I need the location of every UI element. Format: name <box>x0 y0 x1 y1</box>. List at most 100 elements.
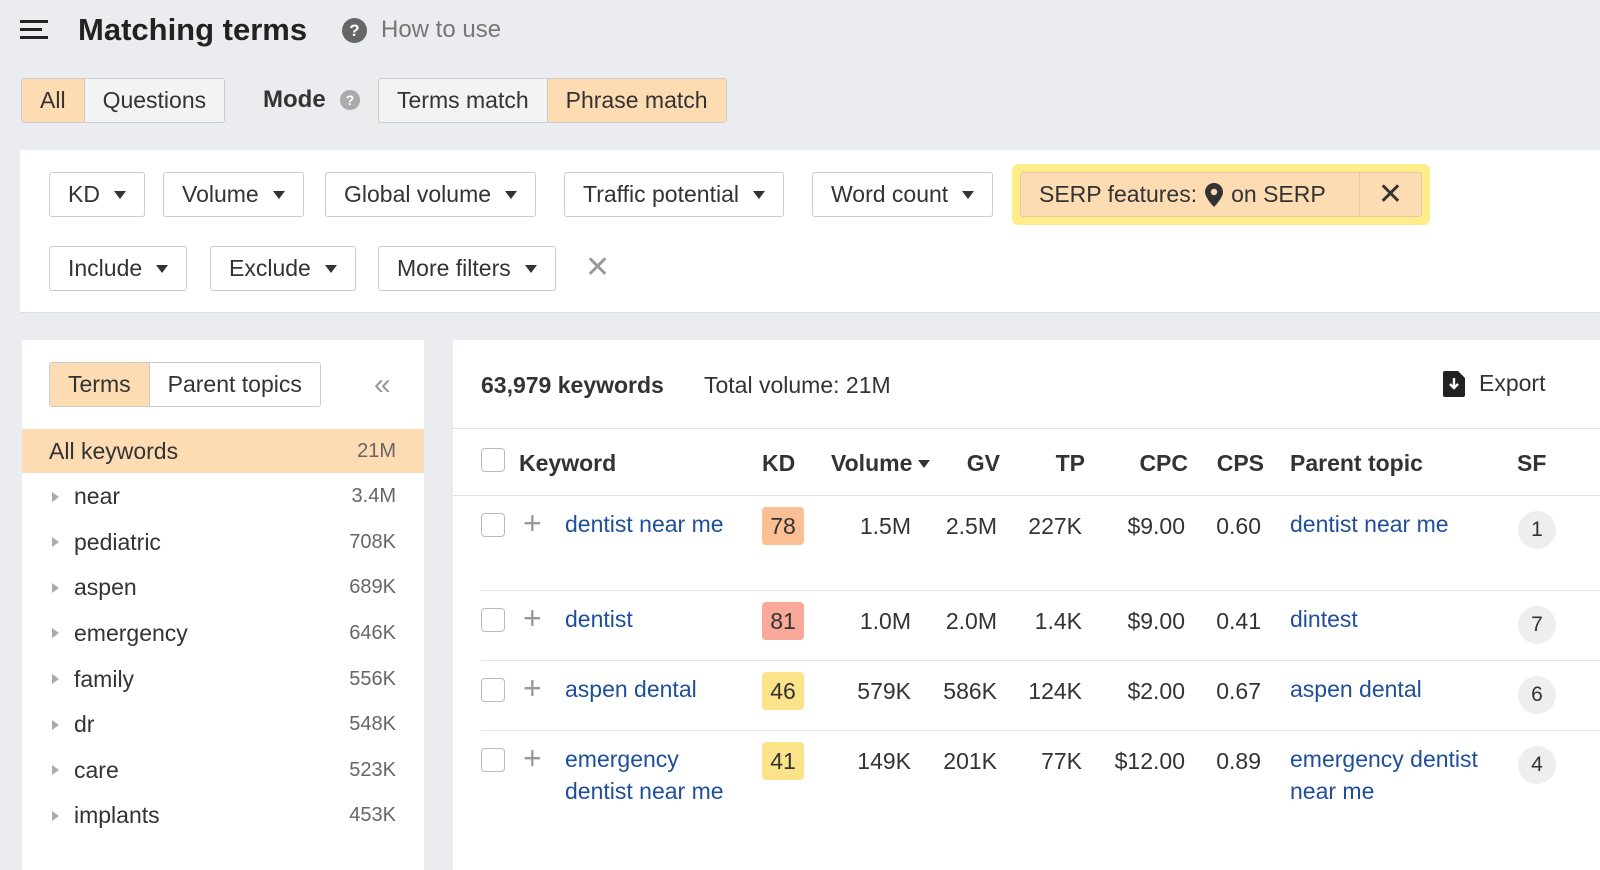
sidebar-item-count: 556K <box>349 667 396 690</box>
sidebar-item[interactable]: implants 453K <box>22 794 424 838</box>
row-checkbox[interactable] <box>481 678 505 702</box>
caret-down-icon <box>505 190 518 199</box>
keyword-link[interactable]: emergency dentist near me <box>565 746 724 804</box>
sf-badge[interactable]: 6 <box>1518 676 1556 714</box>
caret-down-icon <box>962 190 975 199</box>
sidebar-item-count: 21M <box>357 439 396 462</box>
expand-arrow-icon[interactable] <box>52 628 59 639</box>
sidebar-item[interactable]: care 523K <box>22 748 424 792</box>
volume-value: 1.5M <box>859 513 911 539</box>
kd-badge: 41 <box>762 742 804 780</box>
word-count-filter[interactable]: Word count <box>812 172 994 217</box>
volume-value: 149K <box>857 748 911 774</box>
global-volume-filter[interactable]: Global volume <box>325 172 537 217</box>
sidebar-item-count: 708K <box>349 530 396 553</box>
sidebar-item[interactable]: near 3.4M <box>22 475 424 519</box>
parent-topic-link[interactable]: emergency dentist near me <box>1290 746 1478 804</box>
expand-arrow-icon[interactable] <box>52 765 59 776</box>
col-sf[interactable]: SF <box>1517 450 1547 476</box>
sidebar-item[interactable]: dr 548K <box>22 703 424 747</box>
cps-value: 0.67 <box>1216 678 1261 704</box>
filter-value: on SERP <box>1231 181 1326 207</box>
mode-label: Mode <box>263 86 326 113</box>
tab-questions[interactable]: Questions <box>84 79 225 122</box>
exclude-filter[interactable]: Exclude <box>210 246 356 291</box>
parent-topic-link[interactable]: aspen dental <box>1290 676 1422 702</box>
sidebar-item-count: 453K <box>349 804 396 827</box>
traffic-potential-filter[interactable]: Traffic potential <box>564 172 784 217</box>
parent-topic-link[interactable]: dintest <box>1290 606 1358 632</box>
location-pin-icon <box>1205 182 1224 207</box>
expand-arrow-icon[interactable] <box>52 491 59 502</box>
sidebar-item-count: 548K <box>349 713 396 736</box>
expand-arrow-icon[interactable] <box>52 810 59 821</box>
caret-down-icon <box>324 264 337 273</box>
menu-icon[interactable] <box>20 20 48 40</box>
keyword-link[interactable]: dentist near me <box>565 511 724 537</box>
kd-filter[interactable]: KD <box>49 172 145 217</box>
how-to-use-link[interactable]: How to use <box>381 16 502 43</box>
sidebar-item[interactable]: aspen 689K <box>22 566 424 610</box>
sidebar-item-label: All keywords <box>49 437 179 464</box>
caret-down-icon <box>156 264 169 273</box>
gv-value: 2.0M <box>945 608 997 634</box>
more-filters[interactable]: More filters <box>378 246 556 291</box>
serp-features-filter[interactable]: SERP features: on SERP ✕ <box>1020 172 1422 217</box>
mode-tabs: Terms match Phrase match <box>378 78 727 123</box>
col-volume[interactable]: Volume <box>831 450 931 477</box>
expand-arrow-icon[interactable] <box>52 537 59 548</box>
col-keyword[interactable]: Keyword <box>519 450 617 476</box>
tab-terms-match[interactable]: Terms match <box>379 79 548 122</box>
help-icon[interactable]: ? <box>342 18 367 43</box>
select-all-checkbox[interactable] <box>481 448 505 472</box>
include-filter[interactable]: Include <box>49 246 188 291</box>
cpc-value: $12.00 <box>1114 748 1185 774</box>
volume-value: 1.0M <box>859 608 911 634</box>
row-checkbox[interactable] <box>481 513 505 537</box>
volume-filter[interactable]: Volume <box>163 172 304 217</box>
col-cpc[interactable]: CPC <box>1139 450 1188 476</box>
collapse-icon[interactable]: « <box>374 368 391 401</box>
sf-badge[interactable]: 7 <box>1518 606 1556 644</box>
results-panel: 63,979 keywords Total volume: 21M Export… <box>453 340 1600 870</box>
col-cps[interactable]: CPS <box>1216 450 1264 476</box>
sidebar-item[interactable]: All keywords 21M <box>22 429 424 473</box>
sidebar: Terms Parent topics « All keywords 21M nea… <box>22 340 424 870</box>
export-button[interactable]: Export <box>1443 370 1545 397</box>
expand-arrow-icon[interactable] <box>52 582 59 593</box>
tab-terms[interactable]: Terms <box>50 363 150 406</box>
help-icon[interactable]: ? <box>340 90 360 110</box>
parent-topic-link[interactable]: dentist near me <box>1290 511 1449 537</box>
expand-arrow-icon[interactable] <box>52 674 59 684</box>
sf-badge[interactable]: 1 <box>1518 511 1556 549</box>
caret-down-icon <box>272 190 285 199</box>
filter-label: Word count <box>831 181 949 207</box>
tab-phrase-match[interactable]: Phrase match <box>547 79 726 122</box>
col-kd[interactable]: KD <box>762 450 796 476</box>
plus-icon[interactable]: + <box>523 670 542 706</box>
row-checkbox[interactable] <box>481 748 505 772</box>
tp-value: 77K <box>1041 748 1082 774</box>
row-checkbox[interactable] <box>481 608 505 632</box>
plus-icon[interactable]: + <box>523 600 542 636</box>
expand-arrow-icon[interactable] <box>52 719 59 730</box>
sidebar-item[interactable]: emergency 646K <box>22 611 424 655</box>
close-icon[interactable]: ✕ <box>1359 173 1421 216</box>
clear-filters-icon[interactable]: ✕ <box>585 251 611 284</box>
plus-icon[interactable]: + <box>523 505 542 541</box>
gv-value: 201K <box>943 748 997 774</box>
divider <box>453 428 1600 429</box>
caret-down-icon <box>524 264 537 273</box>
col-parent-topic[interactable]: Parent topic <box>1290 450 1423 476</box>
sf-badge[interactable]: 4 <box>1518 746 1556 784</box>
sidebar-item[interactable]: family 556K <box>22 657 424 701</box>
tab-parent-topics[interactable]: Parent topics <box>149 363 320 406</box>
keyword-link[interactable]: dentist <box>565 606 633 632</box>
col-gv[interactable]: GV <box>966 450 1000 476</box>
keyword-link[interactable]: aspen dental <box>565 676 697 702</box>
tab-all[interactable]: All <box>22 79 85 122</box>
col-tp[interactable]: TP <box>1055 450 1085 476</box>
plus-icon[interactable]: + <box>523 740 542 776</box>
sidebar-item-label: family <box>74 665 135 692</box>
sidebar-item[interactable]: pediatric 708K <box>22 520 424 564</box>
